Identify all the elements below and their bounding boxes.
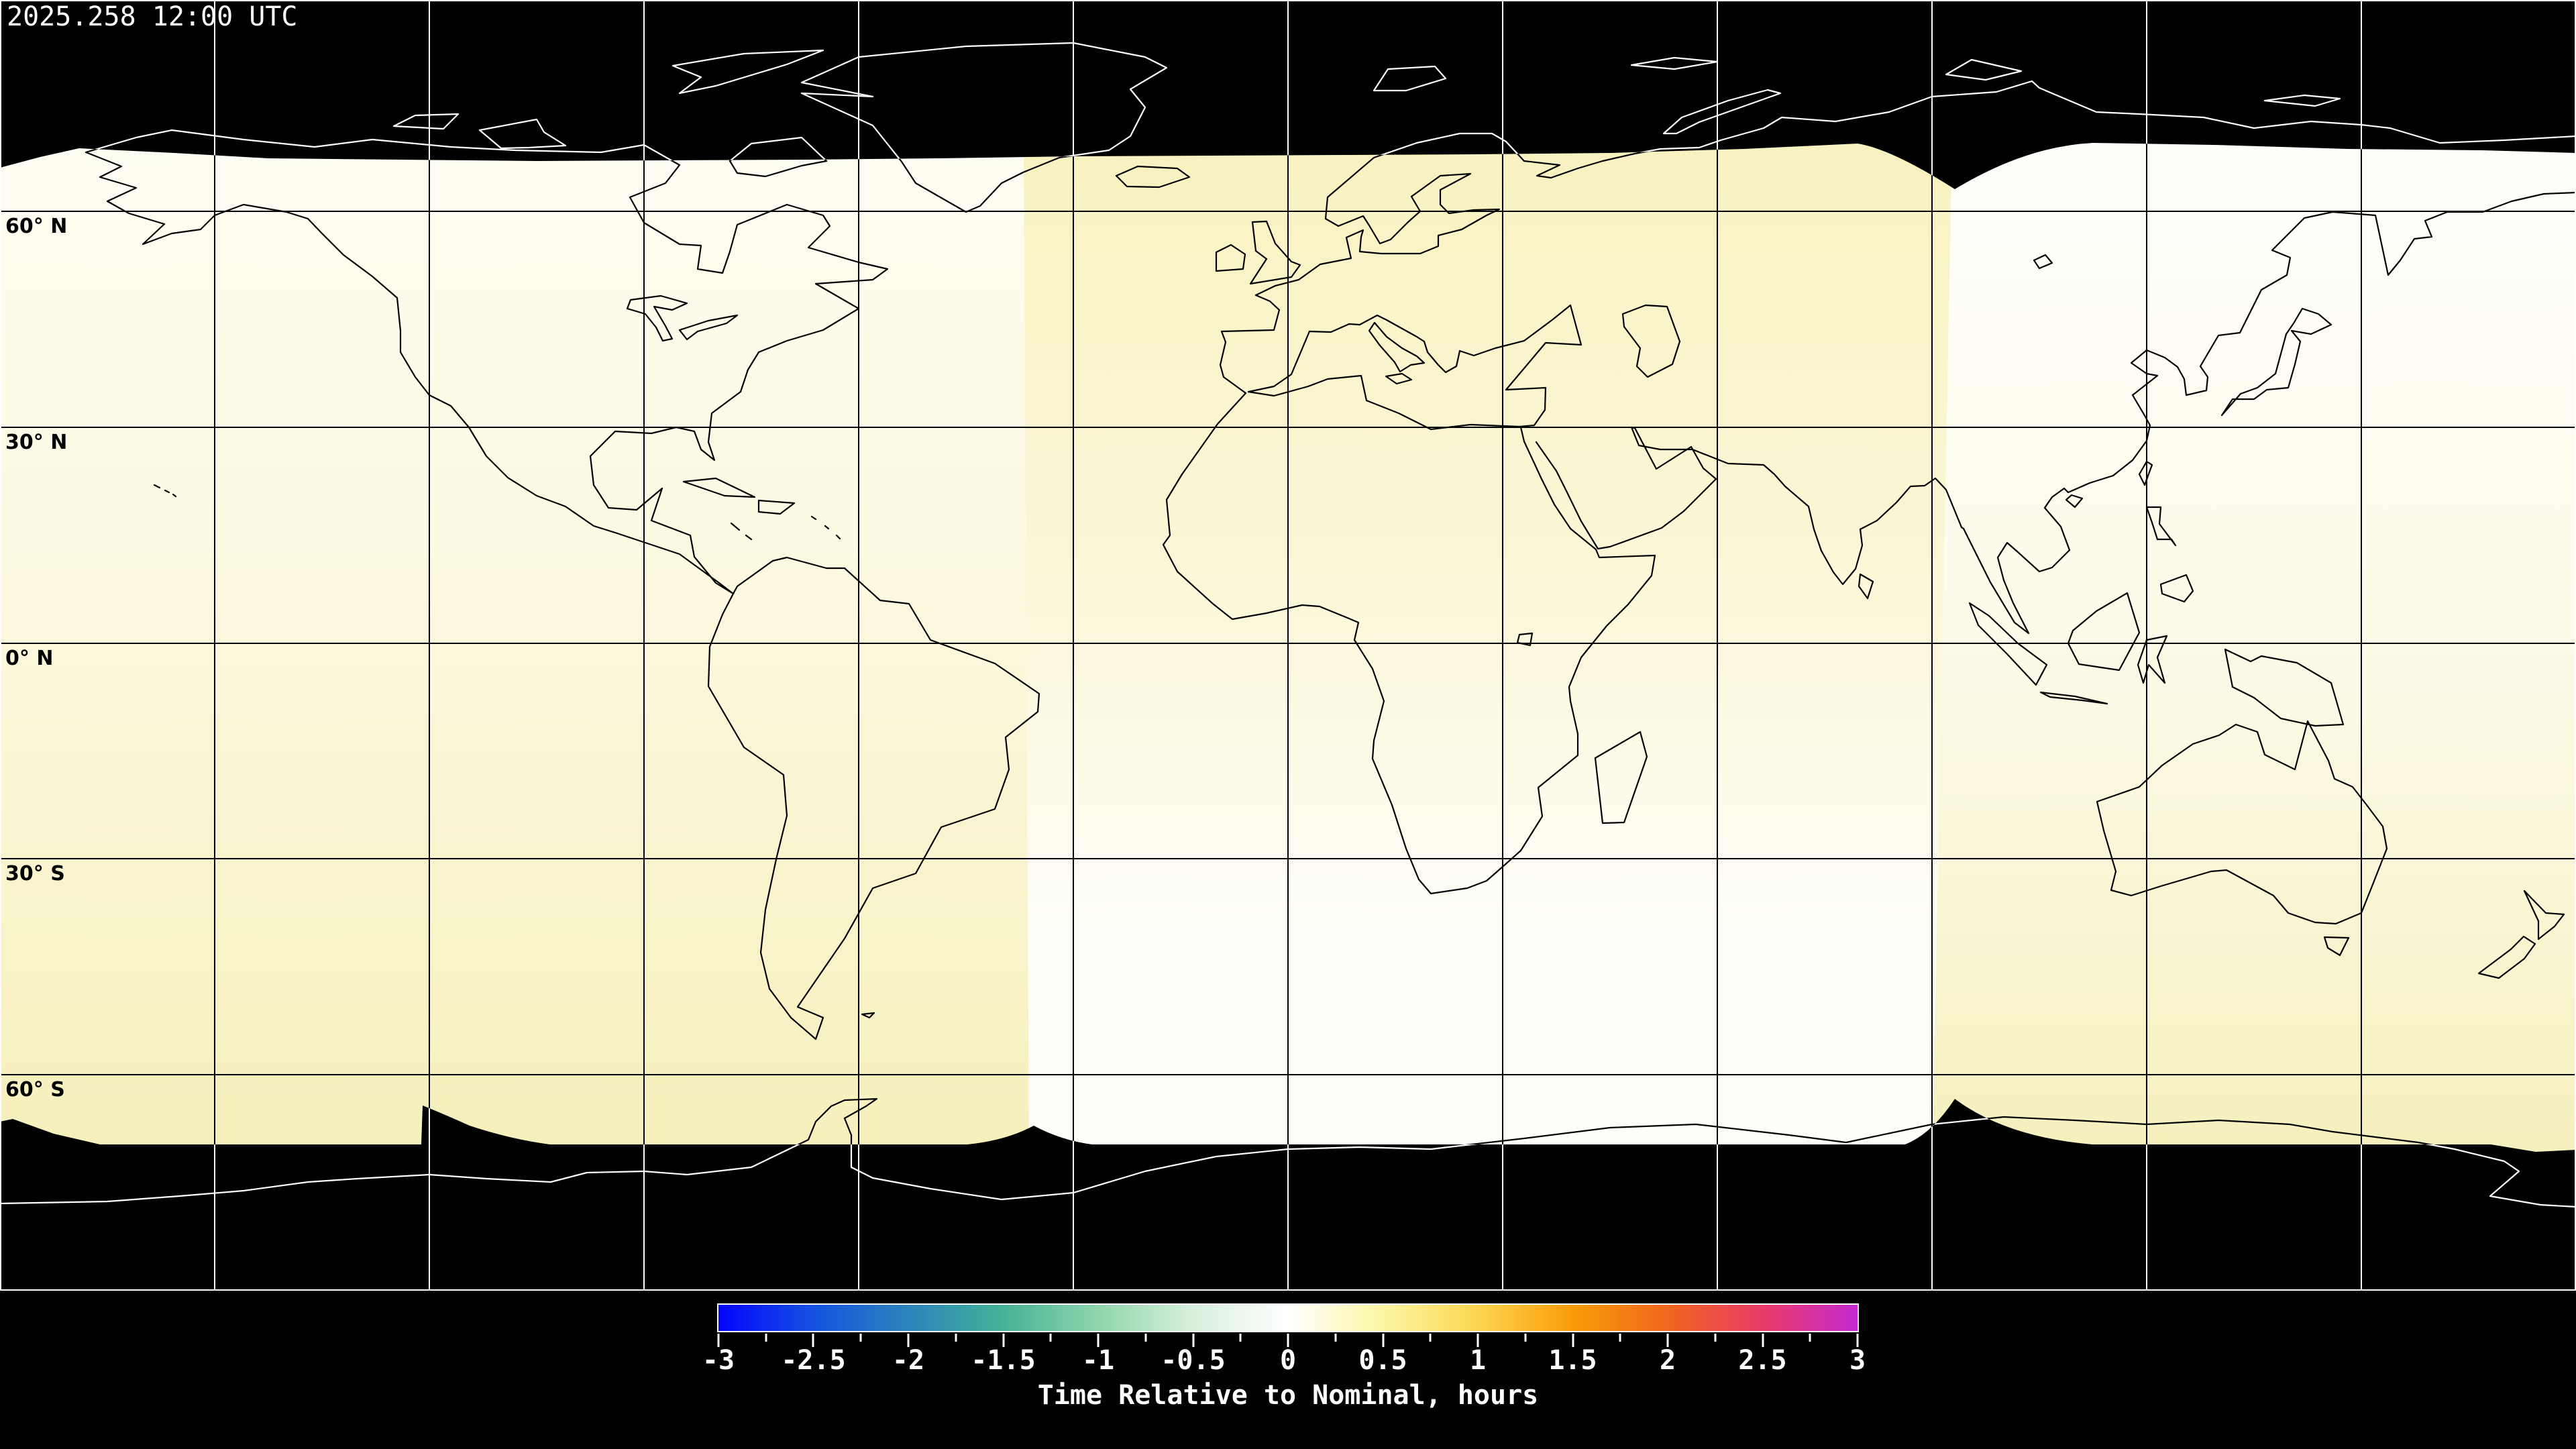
swath-shade-center	[1023, 0, 1955, 1291]
colorbar-tick	[1002, 1334, 1004, 1347]
colorbar-tick	[1192, 1334, 1194, 1347]
colorbar-tick-label: -3	[702, 1345, 735, 1376]
colorbar-tick	[1666, 1334, 1669, 1347]
colorbar-tick-label: -2.5	[781, 1345, 846, 1376]
latitude-label-30s: 30° S	[5, 862, 65, 885]
swath-shade-right	[1930, 0, 2576, 1291]
colorbar-tick	[1714, 1334, 1717, 1342]
colorbar-tick-label: 2	[1659, 1345, 1676, 1376]
colorbar-gradient	[717, 1303, 1859, 1332]
colorbar-tick-label: -1	[1081, 1345, 1115, 1376]
colorbar-tick	[1382, 1334, 1384, 1347]
colorbar-tick	[1097, 1334, 1099, 1347]
latitude-label-60s: 60° S	[5, 1078, 65, 1102]
colorbar-tick	[1477, 1334, 1479, 1347]
colorbar-tick-label: 2.5	[1738, 1345, 1787, 1376]
latitude-label-30n: 30° N	[5, 431, 68, 454]
colorbar-tick-label: -0.5	[1161, 1345, 1226, 1376]
colorbar-tick	[1762, 1334, 1764, 1347]
colorbar-tick	[955, 1334, 957, 1342]
graticule-parallels	[0, 211, 2576, 1075]
world-map: 60° N 30° N 0° N 30° S 60° S	[0, 0, 2576, 1291]
colorbar-tick-label: 3	[1849, 1345, 1866, 1376]
colorbar-tick	[859, 1334, 862, 1342]
colorbar-tick	[812, 1334, 814, 1347]
latitude-label-0n: 0° N	[5, 647, 54, 670]
colorbar-tick	[1572, 1334, 1574, 1347]
colorbar-tick	[1809, 1334, 1811, 1342]
colorbar-tick-label: -2	[892, 1345, 925, 1376]
latitude-label-60n: 60° N	[5, 215, 68, 238]
colorbar-tick-label: 1.5	[1548, 1345, 1597, 1376]
colorbar-tick	[1429, 1334, 1432, 1342]
world-map-canvas	[0, 0, 2576, 1291]
map-frame	[0, 0, 2576, 1291]
colorbar-tick-labels: -3 -2.5 -2 -1.5 -1 -0.5 0 0.5 1 1.5 2 2.5 3	[702, 1343, 1866, 1378]
colorbar-tick	[1239, 1334, 1242, 1342]
colorbar-tick	[1334, 1334, 1337, 1342]
colorbar-title: Time Relative to Nominal, hours	[1037, 1380, 1539, 1411]
colorbar-ticks	[717, 1334, 1859, 1348]
colorbar-tick	[1524, 1334, 1527, 1342]
colorbar-tick	[907, 1334, 910, 1347]
colorbar-tick-label: -1.5	[971, 1345, 1036, 1376]
colorbar-tick	[1619, 1334, 1621, 1342]
colorbar-tick	[1049, 1334, 1052, 1342]
colorbar-tick	[1287, 1334, 1289, 1347]
colorbar-tick	[1856, 1334, 1859, 1347]
colorbar-tick-label: 0.5	[1358, 1345, 1407, 1376]
colorbar-tick-label: 1	[1469, 1345, 1487, 1376]
colorbar-tick	[1144, 1334, 1147, 1342]
colorbar-tick	[717, 1334, 720, 1347]
colorbar-tick-label: 0	[1279, 1345, 1297, 1376]
timestamp: 2025.258 12:00 UTC	[7, 1, 298, 32]
colorbar-tick	[765, 1334, 767, 1342]
